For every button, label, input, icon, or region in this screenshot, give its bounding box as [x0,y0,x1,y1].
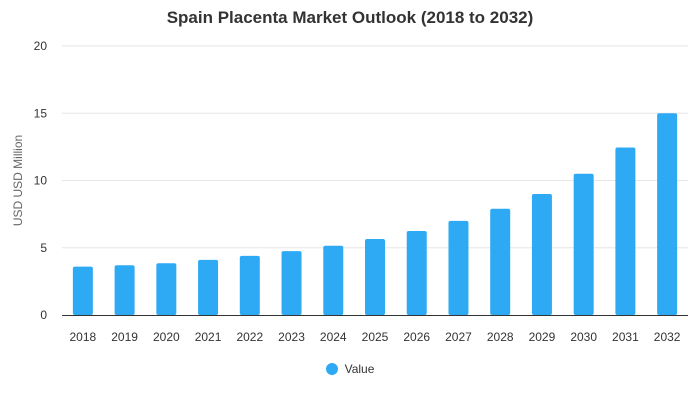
x-axis-ticks: 2018 2019 2020 2021 2022 2023 2024 2025 2026 2027… [70,330,681,344]
bar-2027[interactable] [448,220,469,315]
bar-2025[interactable] [365,239,385,315]
y-tick-label: 5 [40,241,47,255]
bar-2026[interactable] [406,230,427,315]
x-tick-label: 2031 [612,330,639,344]
x-tick-label: 2021 [195,330,222,344]
bar-2019[interactable] [114,265,135,315]
legend-marker [325,363,338,375]
chart-title: Spain Placenta Market Outlook (2018 to 2… [166,8,534,27]
x-tick-label: 2028 [487,330,514,344]
x-tick-label: 2019 [111,330,138,344]
bar-2020[interactable] [156,263,177,315]
x-tick-label: 2030 [570,330,597,344]
bar-2030[interactable] [573,173,594,315]
legend-label: Value [344,362,375,376]
bar-2018[interactable] [72,266,93,315]
bar-2024[interactable] [323,245,344,315]
bars [72,113,678,315]
x-tick-label: 2023 [278,330,305,344]
x-tick-label: 2032 [654,330,681,344]
y-tick-label: 0 [40,308,47,322]
x-tick-label: 2027 [445,330,472,344]
x-tick-label: 2026 [403,330,430,344]
y-axis-title: USD USD Million [11,135,25,226]
gridlines [62,45,688,249]
bar-2023[interactable] [281,251,302,315]
bar-2031[interactable] [615,147,636,315]
x-tick-label: 2024 [320,330,347,344]
bar-2029[interactable] [531,193,552,315]
y-tick-label: 15 [34,106,48,120]
x-tick-label: 2022 [236,330,263,344]
legend[interactable]: Value [0,362,700,376]
bar-2022[interactable] [239,255,260,315]
y-axis-ticks: 0 5 10 15 20 [34,39,48,322]
y-tick-label: 10 [34,174,48,188]
bar-2028[interactable] [490,208,511,315]
x-tick-label: 2029 [529,330,556,344]
y-tick-label: 20 [34,39,48,53]
x-tick-label: 2025 [362,330,389,344]
x-tick-label: 2018 [70,330,97,344]
x-tick-label: 2020 [153,330,180,344]
bar-2032[interactable] [657,113,678,315]
bar-2021[interactable] [198,259,219,315]
